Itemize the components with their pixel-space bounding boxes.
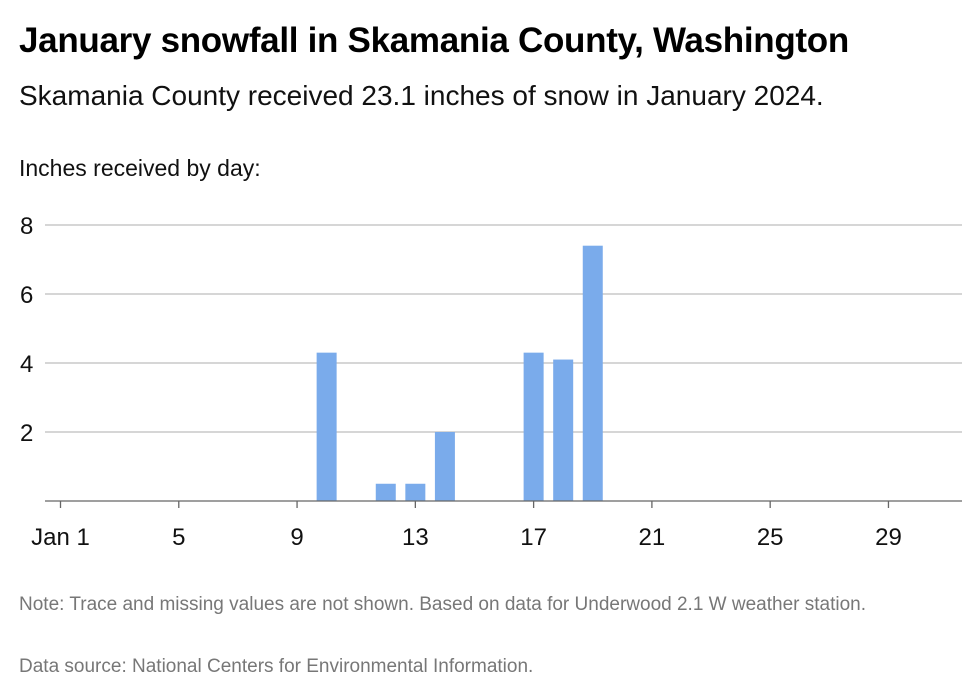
chart-note: Note: Trace and missing values are not s… bbox=[19, 594, 867, 615]
bar bbox=[375, 483, 396, 501]
bar bbox=[553, 359, 574, 501]
x-tick-label: 29 bbox=[875, 524, 902, 551]
chart-subtitle: Skamania County received 23.1 inches of … bbox=[19, 80, 824, 111]
x-tick-label: 17 bbox=[520, 524, 547, 551]
bar bbox=[405, 483, 426, 501]
x-tick-label: 9 bbox=[290, 524, 303, 551]
y-tick-label: 2 bbox=[20, 420, 33, 447]
snowfall-bar-chart: 2 4 6 8 Jan 1 5 9 13 17 21 25 29 bbox=[20, 213, 962, 551]
data-source: Data source: National Centers for Enviro… bbox=[19, 656, 534, 677]
bar bbox=[316, 352, 337, 501]
bar bbox=[434, 432, 455, 501]
x-axis: Jan 1 5 9 13 17 21 25 29 bbox=[31, 500, 962, 551]
chart-title: January snowfall in Skamania County, Was… bbox=[19, 21, 849, 60]
bar bbox=[582, 245, 603, 501]
x-tick-label: 21 bbox=[639, 524, 666, 551]
y-tick-label: 8 bbox=[20, 213, 33, 240]
y-axis-label: Inches received by day: bbox=[19, 155, 261, 181]
gridlines bbox=[45, 224, 962, 433]
x-tick-label: 13 bbox=[402, 524, 429, 551]
x-tick-label: 25 bbox=[757, 524, 784, 551]
bar bbox=[523, 352, 544, 501]
bars bbox=[316, 245, 603, 501]
y-tick-label: 6 bbox=[20, 282, 33, 309]
x-tick-label: Jan 1 bbox=[31, 524, 90, 551]
x-tick-label: 5 bbox=[172, 524, 185, 551]
y-tick-label: 4 bbox=[20, 351, 33, 378]
y-axis-ticks: 2 4 6 8 bbox=[20, 213, 33, 447]
